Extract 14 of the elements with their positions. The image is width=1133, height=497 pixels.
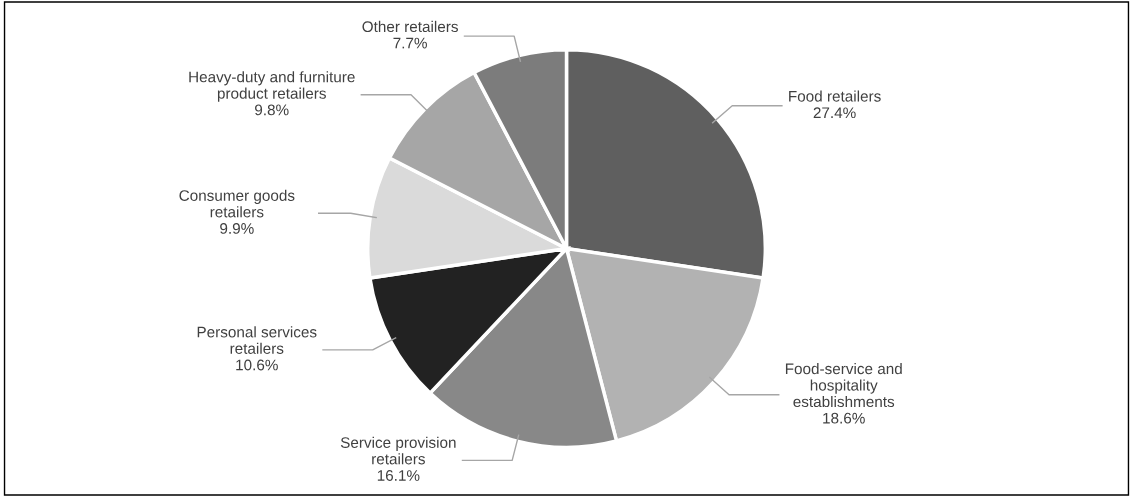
data-label: 27.4% (813, 107, 856, 119)
slice-label: Service provision retailers (340, 436, 456, 465)
data-label: 9.9% (220, 223, 254, 234)
data-label: 16.1% (377, 470, 420, 481)
data-label: 7.7% (393, 37, 427, 49)
slice-label: Heavy-duty and furniture product retailers (189, 71, 355, 102)
data-label: 10.6% (236, 359, 278, 371)
slice-label: Food-service and hospitality establishments (785, 362, 902, 408)
slice-label: Consumer goods retailers (179, 189, 295, 218)
data-label: 18.6% (823, 412, 865, 424)
slice-label: Personal services retailers (197, 326, 317, 354)
slice-label: Food retailers (789, 90, 881, 102)
data-label: 9.8% (255, 104, 289, 116)
slice-label: Other retailers (362, 20, 458, 33)
